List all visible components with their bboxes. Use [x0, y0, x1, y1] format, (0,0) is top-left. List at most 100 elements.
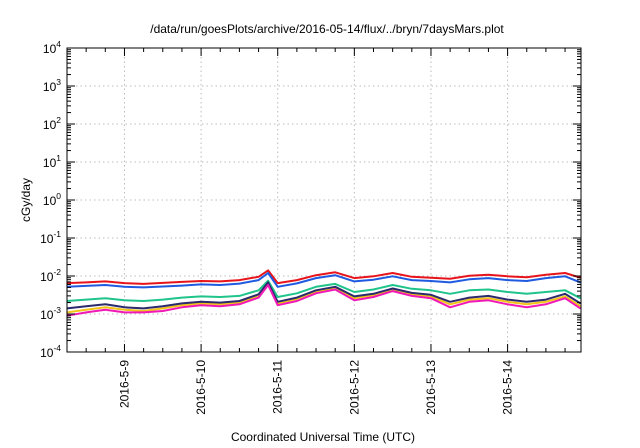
- data-point: [334, 274, 336, 276]
- data-point: [430, 289, 432, 291]
- data-point: [487, 295, 490, 297]
- data-point: [181, 306, 183, 308]
- data-point: [143, 307, 145, 310]
- data-point: [181, 284, 183, 287]
- data-point: [392, 287, 394, 290]
- data-point: [104, 303, 106, 305]
- data-point: [181, 281, 183, 283]
- data-point: [526, 303, 528, 305]
- data-point: [238, 283, 241, 285]
- data-point: [449, 281, 451, 283]
- data-point: [181, 304, 183, 306]
- x-tick-label: 2016-5-9: [117, 360, 131, 408]
- y-tick-label: 101: [43, 153, 61, 170]
- data-point: [123, 306, 126, 308]
- data-point: [545, 298, 547, 301]
- y-tick-label-base: 10: [43, 194, 57, 208]
- data-point: [143, 311, 145, 314]
- data-point: [411, 292, 413, 294]
- data-point: [123, 299, 126, 301]
- data-point: [277, 296, 279, 298]
- data-point: [545, 291, 547, 293]
- data-point: [411, 279, 413, 281]
- data-point: [143, 310, 145, 312]
- data-point: [123, 286, 126, 288]
- data-point: [392, 284, 394, 286]
- data-point: [372, 293, 375, 295]
- data-point: [487, 299, 490, 301]
- data-point: [506, 275, 509, 277]
- data-point: [449, 303, 451, 305]
- data-point: [181, 297, 183, 299]
- data-point: [267, 269, 269, 272]
- x-tick-label: 2016-5-12: [347, 360, 361, 415]
- data-point: [449, 293, 451, 295]
- data-point: [219, 301, 221, 304]
- data-point: [219, 284, 221, 286]
- y-tick-label-base: 10: [43, 156, 57, 170]
- y-tick-label-base: 10: [40, 270, 54, 284]
- y-tick-label: 102: [43, 115, 61, 132]
- x-tick-label: 2016-5-14: [501, 360, 515, 415]
- x-tick-label: 2016-5-11: [271, 360, 285, 414]
- data-point: [257, 289, 260, 291]
- data-point: [315, 292, 317, 294]
- data-point: [277, 286, 279, 288]
- y-tick-label: 100: [43, 191, 61, 208]
- data-point: [200, 301, 202, 303]
- y-tick-label: 10-2: [40, 267, 61, 284]
- data-point: [277, 304, 279, 306]
- data-point: [392, 275, 394, 277]
- data-point: [104, 297, 106, 299]
- data-point: [392, 272, 394, 274]
- x-tick-label: 2016-5-10: [194, 360, 208, 415]
- data-point: [181, 302, 183, 305]
- data-point: [564, 275, 566, 277]
- data-point: [162, 310, 164, 312]
- data-point: [315, 289, 317, 291]
- data-point: [143, 283, 145, 285]
- data-point: [506, 301, 509, 303]
- y-tick-label-exponent: -1: [53, 229, 61, 239]
- data-point: [334, 288, 336, 291]
- data-point: [238, 301, 241, 304]
- data-point: [238, 295, 241, 297]
- data-point: [162, 298, 164, 301]
- y-tick-label-exponent: -3: [53, 305, 61, 315]
- data-point: [430, 277, 432, 279]
- data-point: [104, 280, 106, 283]
- data-point: [334, 271, 336, 273]
- data-point: [85, 309, 87, 311]
- data-point: [162, 282, 164, 284]
- y-tick-label-exponent: 1: [56, 153, 61, 163]
- data-point: [296, 300, 298, 302]
- data-point: [334, 286, 336, 288]
- data-point: [487, 288, 490, 291]
- data-point: [353, 297, 355, 299]
- data-point: [372, 288, 375, 291]
- data-point: [104, 309, 106, 311]
- data-point: [104, 306, 106, 308]
- data-point: [430, 297, 432, 299]
- y-tick-label-base: 10: [40, 232, 54, 246]
- data-point: [353, 291, 355, 293]
- y-tick-label-exponent: 3: [56, 77, 61, 87]
- data-point: [85, 305, 87, 307]
- data-point: [506, 279, 509, 281]
- data-point: [468, 275, 470, 277]
- data-point: [564, 295, 566, 298]
- data-point: [143, 300, 145, 302]
- data-point: [545, 301, 547, 303]
- data-point: [238, 279, 241, 281]
- data-series-group: [66, 269, 581, 317]
- data-point: [143, 286, 145, 289]
- data-point: [85, 281, 87, 283]
- data-point: [392, 290, 394, 292]
- data-point: [267, 281, 269, 283]
- data-point: [353, 295, 355, 298]
- data-point: [564, 297, 566, 299]
- data-point: [372, 275, 375, 277]
- y-tick-label-base: 10: [40, 308, 54, 322]
- data-point: [296, 279, 298, 281]
- data-point: [430, 294, 432, 296]
